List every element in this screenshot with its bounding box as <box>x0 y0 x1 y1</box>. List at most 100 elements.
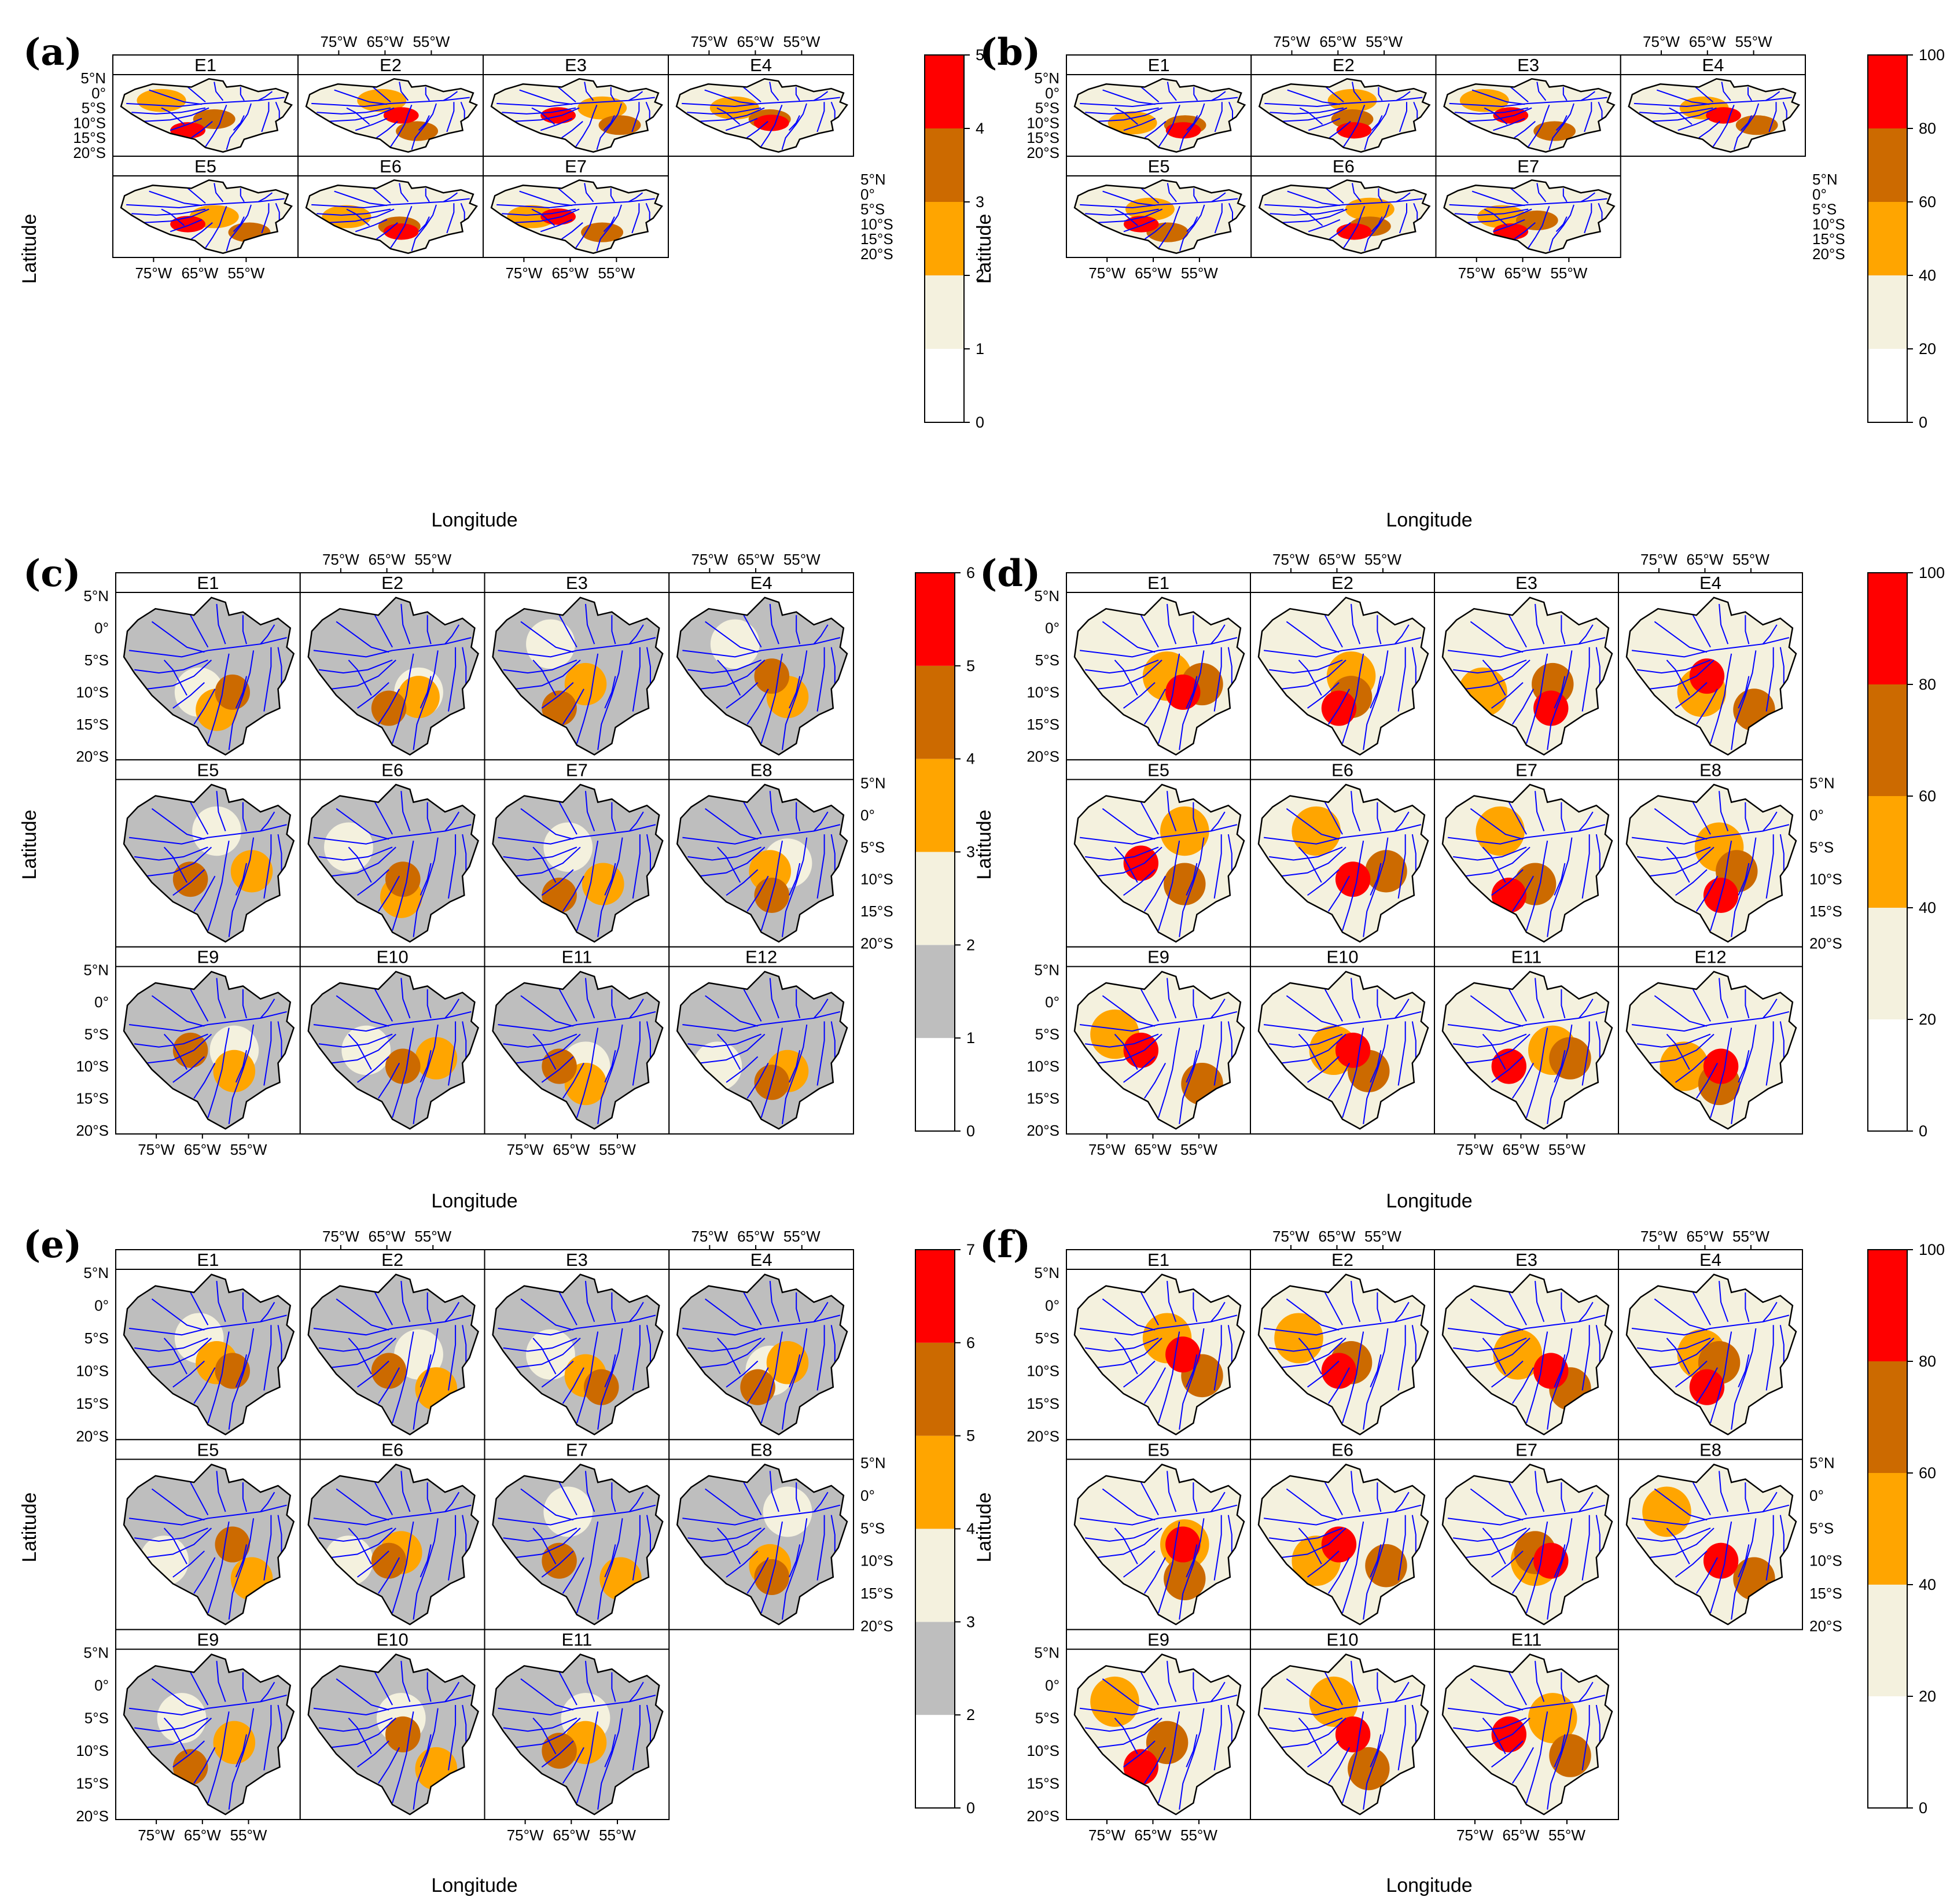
river <box>448 834 457 899</box>
river <box>193 1747 216 1784</box>
river <box>191 121 213 139</box>
river <box>561 222 583 240</box>
hotspot <box>1533 121 1576 141</box>
river <box>576 1028 599 1118</box>
river <box>1102 621 1156 653</box>
river <box>1114 1527 1138 1564</box>
river <box>242 615 247 645</box>
river <box>1561 989 1566 1019</box>
lat-tick-label: 10°S <box>76 1058 109 1075</box>
facet-e10: E10 <box>1250 946 1435 1135</box>
river <box>190 614 209 648</box>
river <box>611 1672 616 1702</box>
river <box>336 621 389 653</box>
lon-tick-label: 55°W <box>1548 1141 1585 1158</box>
river <box>1562 188 1568 202</box>
river <box>597 1024 623 1125</box>
river <box>1363 1708 1389 1810</box>
basin-outline <box>675 78 848 153</box>
hotspot <box>172 1032 208 1068</box>
river <box>1158 841 1180 931</box>
lat-tick-label: 0° <box>94 1297 109 1314</box>
river <box>1692 1482 1711 1516</box>
facet-e11: E11 <box>1434 946 1619 1135</box>
river <box>190 989 209 1022</box>
river <box>216 1471 226 1512</box>
river <box>503 1717 577 1732</box>
river <box>789 1050 801 1083</box>
facet-e5: E5 <box>115 1439 301 1630</box>
lon-tick-label: 65°W <box>1689 33 1726 50</box>
river <box>329 107 395 122</box>
river <box>1327 1557 1350 1594</box>
lon-tick-label: 55°W <box>1735 33 1772 50</box>
river <box>400 978 411 1019</box>
colorbar-tick-label: 5 <box>966 657 975 675</box>
river <box>796 1482 801 1512</box>
lat-tick-label: 0° <box>1045 1297 1059 1314</box>
river <box>1465 1527 1530 1559</box>
lon-tick-label: 55°W <box>1180 1141 1217 1158</box>
river <box>1193 1672 1198 1702</box>
facet-title: E5 <box>194 156 216 176</box>
river <box>233 216 245 232</box>
river <box>1298 1338 1322 1375</box>
river <box>336 808 389 840</box>
river <box>1307 682 1340 709</box>
river <box>331 846 396 877</box>
lat-tick-label: 0° <box>1045 993 1059 1011</box>
river <box>1158 1521 1180 1614</box>
river <box>426 1482 432 1512</box>
lat-tick-label: 5°S <box>84 1330 109 1347</box>
facet-e1: E1 <box>1066 54 1252 157</box>
river <box>1765 647 1774 712</box>
river <box>1227 834 1232 873</box>
facet-title: E7 <box>1517 156 1539 176</box>
river <box>263 1021 272 1086</box>
river <box>446 102 455 132</box>
river <box>1097 1338 1162 1368</box>
river <box>700 846 766 877</box>
river <box>1114 846 1138 883</box>
river <box>260 999 275 1019</box>
facet-e6: E6 <box>1250 156 1437 258</box>
river <box>1482 1717 1506 1755</box>
basin-outline <box>1073 1653 1245 1815</box>
lon-tick-label: 75°W <box>691 551 728 568</box>
river <box>240 87 245 101</box>
river <box>1140 1292 1159 1325</box>
colorbar-segment <box>915 1038 955 1131</box>
river <box>1097 1717 1162 1748</box>
river <box>575 206 598 249</box>
river <box>444 1681 460 1703</box>
hotspot <box>543 822 593 872</box>
colorbar-segment <box>1868 1473 1907 1585</box>
river <box>242 1672 247 1702</box>
river <box>1695 1367 1718 1404</box>
river <box>700 1033 766 1064</box>
river <box>1327 1747 1350 1784</box>
colorbar-tick-label: 60 <box>1919 1464 1936 1482</box>
river <box>1270 107 1344 115</box>
river <box>632 1021 641 1086</box>
river <box>1167 1471 1177 1512</box>
river <box>597 1328 623 1430</box>
river <box>170 117 203 131</box>
river <box>769 978 779 1019</box>
river <box>1762 1491 1778 1512</box>
river <box>1179 837 1205 937</box>
lat-tick-label: 15°S <box>76 1090 109 1107</box>
river <box>1363 1024 1389 1125</box>
lat-tick-label: 5°S <box>860 201 885 218</box>
river <box>161 208 185 226</box>
river <box>1466 107 1532 122</box>
river <box>1327 1367 1350 1404</box>
river <box>576 1331 599 1423</box>
basin-outline <box>123 1463 295 1626</box>
colorbar-tick-label: 100 <box>1919 564 1945 581</box>
lat-tick-label: 10°S <box>76 683 109 701</box>
river <box>277 1021 282 1060</box>
river <box>390 105 413 148</box>
river <box>207 841 230 931</box>
river <box>1762 999 1778 1019</box>
